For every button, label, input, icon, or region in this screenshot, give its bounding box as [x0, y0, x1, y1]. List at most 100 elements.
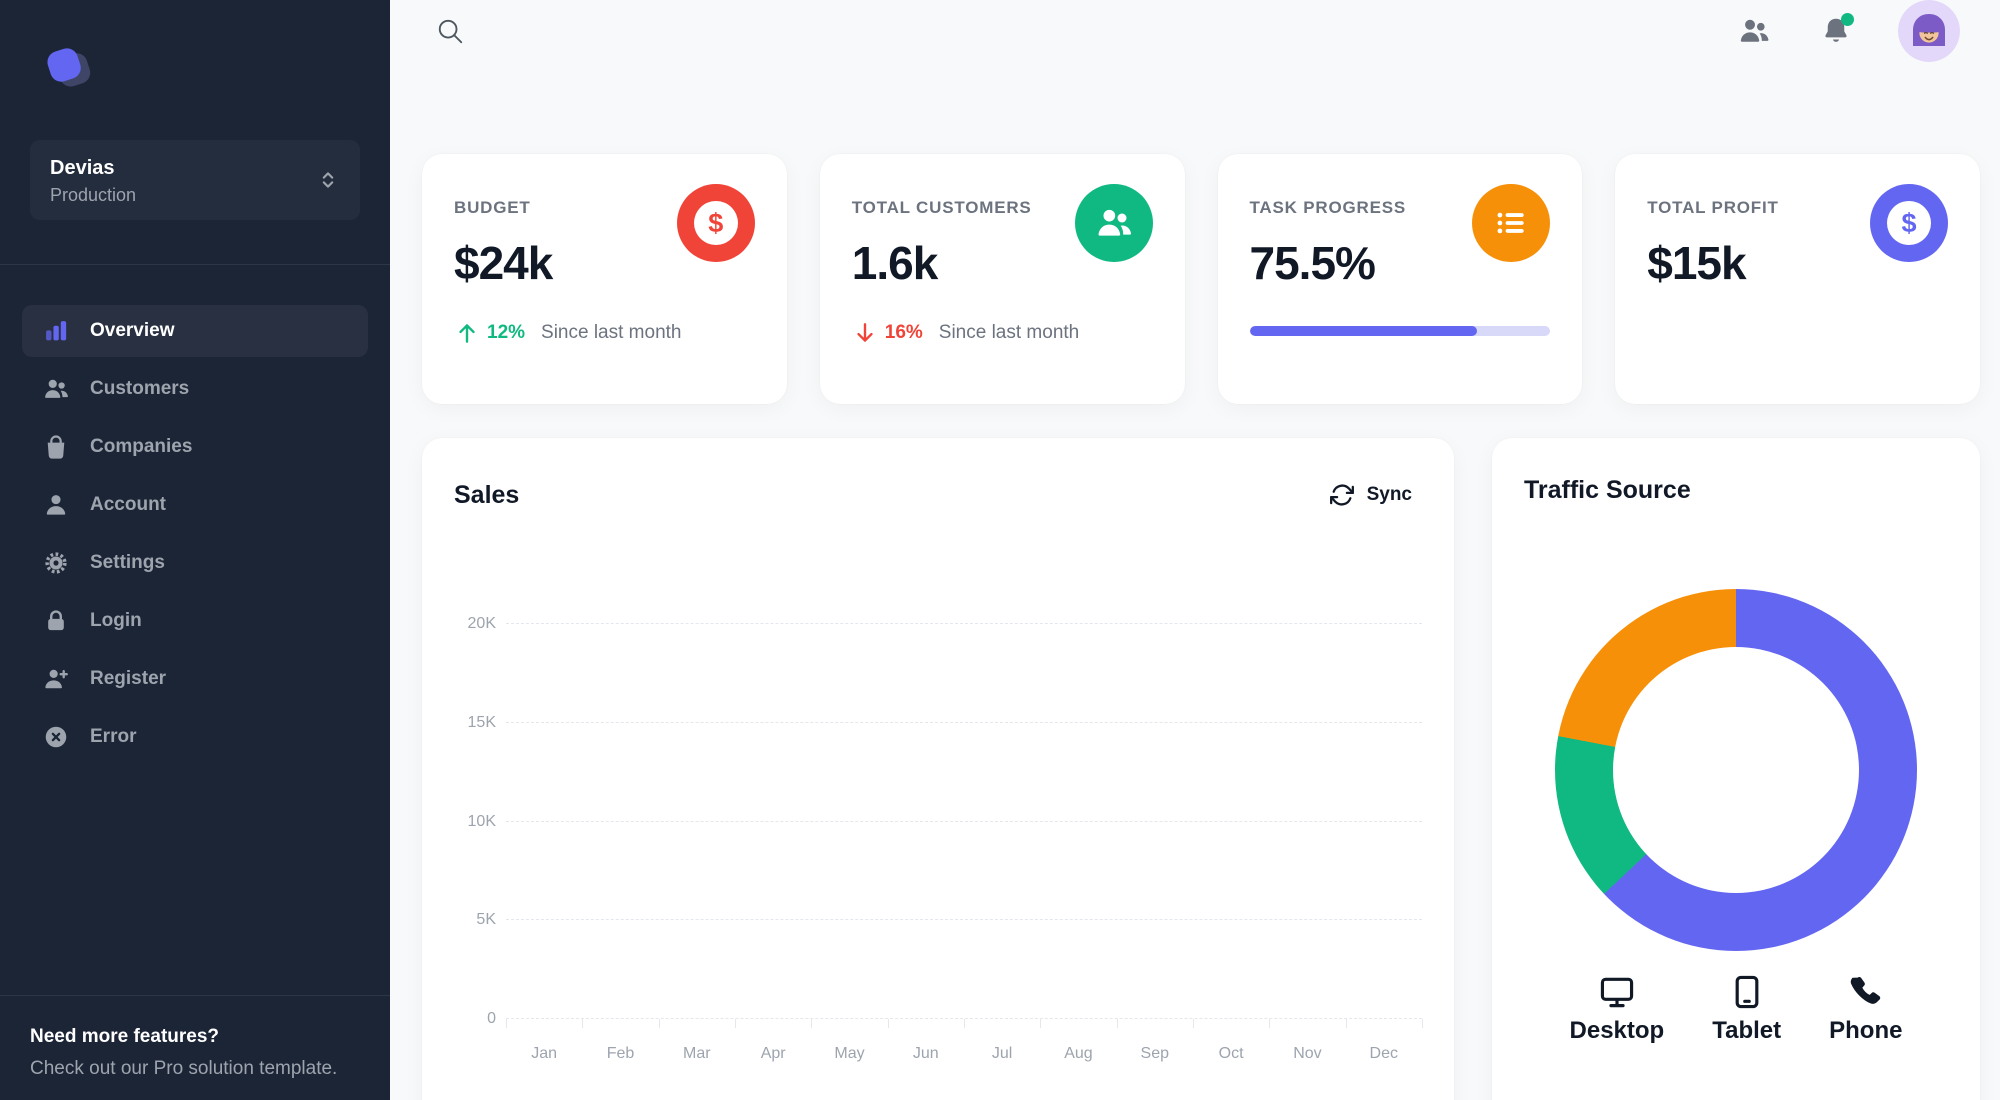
x-tick-label: Nov — [1293, 1045, 1322, 1062]
bag-icon — [42, 433, 70, 461]
dollar-icon: $ — [676, 184, 755, 262]
total-customers-card: TOTAL CUSTOMERS 1.6k — [819, 154, 1185, 404]
trend-down: 16% — [852, 320, 923, 346]
x-tick-label: Jun — [912, 1045, 939, 1062]
stat-label: BUDGET — [454, 198, 531, 217]
grid-line — [506, 623, 1422, 624]
sidebar-logo-area — [0, 0, 390, 92]
trend-value: 16% — [884, 322, 923, 343]
notifications-bell-icon[interactable] — [1816, 11, 1856, 51]
charts-row: Sales Sync 0 5K 10K 15K 20K — [422, 438, 1980, 1100]
sales-x-axis: Jan Feb Mar Apr May Jun Jul Aug Sep Oct Nov Dec — [506, 1045, 1422, 1063]
traffic-title: Traffic Source — [1524, 476, 1691, 504]
lock-icon — [42, 607, 70, 635]
sidebar-item-label: Companies — [90, 436, 193, 457]
sidebar-footer: Need more features? Check out our Pro so… — [0, 995, 390, 1100]
trend-caption: Since last month — [541, 322, 682, 343]
stat-label: TASK PROGRESS — [1249, 198, 1406, 217]
axis-tick — [1269, 1019, 1271, 1028]
y-tick-label: 5K — [476, 911, 496, 929]
legend-label: Tablet — [1712, 1017, 1782, 1044]
x-tick-label: May — [834, 1045, 865, 1062]
task-progress-fill — [1249, 326, 1477, 336]
topbar — [390, 0, 2000, 62]
grid-line — [506, 820, 1422, 822]
trend-value: 12% — [487, 322, 526, 343]
sidebar: Devias Production Overview — [0, 0, 390, 1100]
grid-line — [506, 919, 1422, 921]
axis-tick — [887, 1019, 889, 1028]
grid-line — [506, 721, 1422, 723]
sidebar-item-companies[interactable]: Companies — [22, 421, 368, 473]
monitor-icon — [1598, 973, 1636, 1011]
stat-value: 1.6k — [851, 237, 939, 289]
axis-tick — [1040, 1019, 1042, 1028]
sales-title: Sales — [454, 480, 520, 509]
search-icon[interactable] — [430, 11, 470, 51]
page-content: BUDGET $24k $ 12% — [390, 62, 2000, 1100]
axis-tick — [582, 1019, 584, 1028]
sidebar-item-label: Customers — [90, 378, 190, 399]
axis-tick — [811, 1019, 813, 1028]
workspace-info: Devias Production — [50, 154, 316, 206]
legend-item-desktop: Desktop — [1569, 973, 1665, 1045]
stat-value: 75.5% — [1249, 237, 1376, 289]
dollar-icon: $ — [1870, 184, 1948, 262]
sidebar-item-label: Overview — [90, 320, 175, 341]
sidebar-footer-title: Need more features? — [30, 1026, 220, 1047]
sales-card: Sales Sync 0 5K 10K 15K 20K — [422, 438, 1454, 1100]
sidebar-item-label: Account — [90, 494, 166, 515]
x-tick-label: Oct — [1218, 1045, 1244, 1062]
legend-label: Desktop — [1569, 1017, 1665, 1044]
total-profit-card: TOTAL PROFIT $15k $ — [1615, 154, 1980, 404]
budget-card: BUDGET $24k $ 12% — [422, 154, 787, 404]
legend-item-phone: Phone — [1829, 973, 1902, 1045]
axis-tick — [1193, 1019, 1194, 1028]
x-circle-icon — [42, 723, 70, 751]
sidebar-item-login[interactable]: Login — [22, 595, 368, 647]
sidebar-item-label: Error — [90, 726, 137, 747]
x-tick-label: Jul — [991, 1045, 1013, 1062]
unfold-chevrons-icon — [322, 172, 334, 188]
sidebar-item-label: Settings — [90, 552, 165, 573]
gear-icon — [42, 549, 70, 577]
x-tick-label: Mar — [683, 1045, 711, 1062]
sales-plot — [506, 623, 1423, 1028]
contacts-users-icon[interactable] — [1734, 11, 1774, 51]
user-icon — [42, 491, 70, 519]
traffic-legend: Desktop Tablet — [1524, 973, 1948, 1045]
traffic-donut-chart — [1555, 589, 1917, 951]
donut-hole — [1613, 647, 1859, 893]
sales-bars — [506, 624, 1422, 1019]
sidebar-item-customers[interactable]: Customers — [22, 363, 368, 415]
sidebar-item-error[interactable]: Error — [22, 711, 368, 763]
user-plus-icon — [42, 665, 70, 693]
trend-caption: Since last month — [938, 322, 1080, 343]
sync-button[interactable]: Sync — [1319, 476, 1422, 514]
axis-tick — [658, 1019, 660, 1028]
sidebar-item-settings[interactable]: Settings — [22, 537, 368, 589]
workspace-name: Devias — [50, 157, 115, 179]
users-icon — [1074, 184, 1153, 262]
stat-label: TOTAL PROFIT — [1647, 198, 1779, 217]
sync-icon — [1329, 484, 1354, 506]
axis-tick — [1422, 1019, 1423, 1028]
x-tick-label: Jan — [531, 1045, 558, 1062]
sidebar-divider — [0, 264, 390, 265]
devias-logo-icon — [47, 48, 91, 87]
sales-y-axis: 0 5K 10K 15K 20K — [454, 615, 506, 1027]
workspace-switcher[interactable]: Devias Production — [30, 140, 360, 220]
workspace-environment: Production — [50, 185, 137, 205]
legend-label: Phone — [1829, 1017, 1903, 1044]
avatar[interactable] — [1898, 0, 1960, 62]
x-tick-label: Dec — [1369, 1045, 1398, 1062]
axis-tick — [1345, 1019, 1347, 1028]
y-tick-label: 15K — [467, 713, 496, 731]
sidebar-item-overview[interactable]: Overview — [22, 305, 368, 357]
avatar-image — [1898, 0, 1960, 62]
sidebar-item-account[interactable]: Account — [22, 479, 368, 531]
axis-tick — [964, 1019, 965, 1028]
sidebar-item-register[interactable]: Register — [22, 653, 368, 705]
task-progress-card: TASK PROGRESS 75.5% — [1217, 154, 1583, 404]
